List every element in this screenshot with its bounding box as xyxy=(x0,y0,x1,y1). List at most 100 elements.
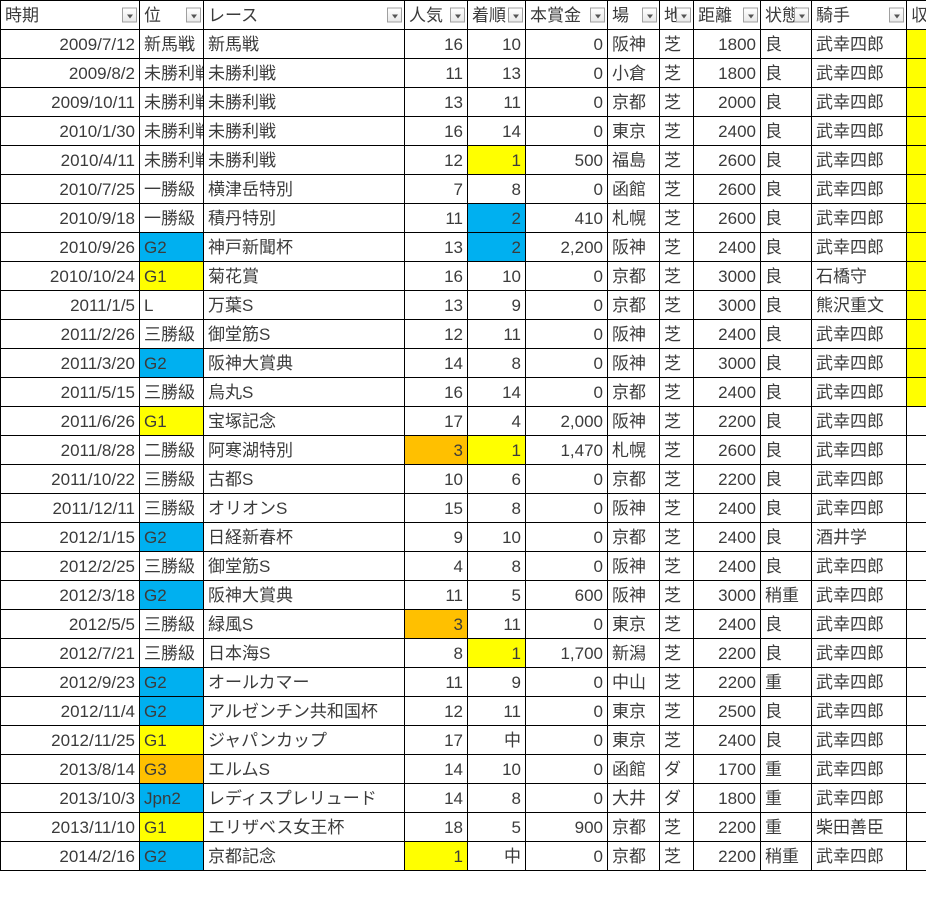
cell-race[interactable]: 宝塚記念 xyxy=(203,406,405,436)
cell-date[interactable]: 2012/9/23 xyxy=(0,667,140,697)
cell-venue[interactable]: 札幌 xyxy=(607,203,660,233)
cell-race[interactable]: アルゼンチン共和国杯 xyxy=(203,696,405,726)
cell-race[interactable]: 積丹特別 xyxy=(203,203,405,233)
cell-jockey[interactable]: 武幸四郎 xyxy=(811,29,907,59)
cell-surface[interactable]: 芝 xyxy=(659,58,694,88)
cell-date[interactable]: 2013/10/3 xyxy=(0,783,140,813)
column-header-jockey[interactable]: 騎手 xyxy=(811,0,907,30)
cell-jockey[interactable]: 武幸四郎 xyxy=(811,493,907,523)
cell-venue[interactable]: 京都 xyxy=(607,261,660,291)
cell-surface[interactable]: 芝 xyxy=(659,261,694,291)
cell-finish[interactable]: 4 xyxy=(467,406,526,436)
cell-distance[interactable]: 2600 xyxy=(693,174,761,204)
cell-distance[interactable]: 2400 xyxy=(693,551,761,581)
cell-distance[interactable]: 2600 xyxy=(693,203,761,233)
cell-jockey[interactable]: 武幸四郎 xyxy=(811,609,907,639)
cell-distance[interactable]: 2400 xyxy=(693,609,761,639)
cell-class[interactable]: G1 xyxy=(139,261,204,291)
cell-class[interactable]: 三勝級 xyxy=(139,493,204,523)
cell-surface[interactable]: 芝 xyxy=(659,464,694,494)
cell-earned[interactable]: 0 xyxy=(906,725,926,755)
cell-prize[interactable]: 0 xyxy=(525,841,608,871)
cell-distance[interactable]: 2200 xyxy=(693,667,761,697)
cell-earned[interactable]: 0 xyxy=(906,174,926,204)
cell-earned[interactable]: 0 xyxy=(906,754,926,784)
cell-finish[interactable]: 5 xyxy=(467,580,526,610)
cell-finish[interactable]: 1 xyxy=(467,638,526,668)
cell-date[interactable]: 2012/11/4 xyxy=(0,696,140,726)
filter-dropdown-icon[interactable] xyxy=(508,7,523,23)
cell-earned[interactable]: 600 xyxy=(906,435,926,465)
cell-finish[interactable]: 10 xyxy=(467,522,526,552)
cell-distance[interactable]: 2400 xyxy=(693,116,761,146)
cell-class[interactable]: 三勝級 xyxy=(139,377,204,407)
cell-date[interactable]: 2011/8/28 xyxy=(0,435,140,465)
cell-race[interactable]: 日経新春杯 xyxy=(203,522,405,552)
cell-cond[interactable]: 良 xyxy=(760,696,812,726)
cell-distance[interactable]: 3000 xyxy=(693,580,761,610)
cell-jockey[interactable]: 武幸四郎 xyxy=(811,638,907,668)
cell-jockey[interactable]: 武幸四郎 xyxy=(811,667,907,697)
cell-cond[interactable]: 良 xyxy=(760,319,812,349)
cell-date[interactable]: 2011/2/26 xyxy=(0,319,140,349)
cell-surface[interactable]: 芝 xyxy=(659,725,694,755)
column-header-pop[interactable]: 人気 xyxy=(404,0,468,30)
cell-race[interactable]: 京都記念 xyxy=(203,841,405,871)
cell-finish[interactable]: 10 xyxy=(467,29,526,59)
cell-distance[interactable]: 2600 xyxy=(693,145,761,175)
cell-date[interactable]: 2011/10/22 xyxy=(0,464,140,494)
cell-prize[interactable]: 0 xyxy=(525,754,608,784)
cell-surface[interactable]: 芝 xyxy=(659,348,694,378)
cell-finish[interactable]: 13 xyxy=(467,58,526,88)
cell-race[interactable]: 日本海S xyxy=(203,638,405,668)
cell-pop[interactable]: 11 xyxy=(404,580,468,610)
cell-distance[interactable]: 2400 xyxy=(693,493,761,523)
cell-earned[interactable]: 0 xyxy=(906,87,926,117)
column-header-class[interactable]: 位 xyxy=(139,0,204,30)
cell-date[interactable]: 2010/4/11 xyxy=(0,145,140,175)
cell-class[interactable]: G2 xyxy=(139,580,204,610)
cell-surface[interactable]: 芝 xyxy=(659,290,694,320)
cell-pop[interactable]: 16 xyxy=(404,377,468,407)
cell-race[interactable]: エルムS xyxy=(203,754,405,784)
cell-cond[interactable]: 重 xyxy=(760,667,812,697)
cell-pop[interactable]: 13 xyxy=(404,87,468,117)
cell-distance[interactable]: 2200 xyxy=(693,406,761,436)
cell-surface[interactable]: 芝 xyxy=(659,522,694,552)
cell-prize[interactable]: 0 xyxy=(525,377,608,407)
cell-jockey[interactable]: 武幸四郎 xyxy=(811,406,907,436)
cell-venue[interactable]: 新潟 xyxy=(607,638,660,668)
cell-cond[interactable]: 良 xyxy=(760,58,812,88)
cell-jockey[interactable]: 武幸四郎 xyxy=(811,348,907,378)
cell-date[interactable]: 2011/3/20 xyxy=(0,348,140,378)
cell-race[interactable]: 烏丸S xyxy=(203,377,405,407)
cell-prize[interactable]: 0 xyxy=(525,348,608,378)
cell-prize[interactable]: 0 xyxy=(525,493,608,523)
cell-surface[interactable]: 芝 xyxy=(659,406,694,436)
cell-class[interactable]: G1 xyxy=(139,812,204,842)
cell-venue[interactable]: 大井 xyxy=(607,783,660,813)
cell-surface[interactable]: 芝 xyxy=(659,667,694,697)
cell-earned[interactable]: 0 xyxy=(906,348,926,378)
filter-dropdown-icon[interactable] xyxy=(676,7,691,23)
cell-surface[interactable]: 芝 xyxy=(659,551,694,581)
cell-jockey[interactable]: 酒井学 xyxy=(811,522,907,552)
cell-venue[interactable]: 阪神 xyxy=(607,493,660,523)
cell-earned[interactable]: 400 xyxy=(906,145,926,175)
cell-cond[interactable]: 良 xyxy=(760,377,812,407)
cell-earned[interactable]: 0 xyxy=(906,580,926,610)
column-header-distance[interactable]: 距離 xyxy=(693,0,761,30)
cell-jockey[interactable]: 武幸四郎 xyxy=(811,203,907,233)
cell-jockey[interactable]: 武幸四郎 xyxy=(811,783,907,813)
cell-race[interactable]: 万葉S xyxy=(203,290,405,320)
cell-venue[interactable]: 東京 xyxy=(607,696,660,726)
cell-venue[interactable]: 東京 xyxy=(607,609,660,639)
cell-race[interactable]: 未勝利戦 xyxy=(203,145,405,175)
table-row[interactable]: 2013/8/14G3エルムS14100函館ダ1700重武幸四郎0 xyxy=(0,754,926,784)
cell-finish[interactable]: 8 xyxy=(467,551,526,581)
cell-finish[interactable]: 9 xyxy=(467,290,526,320)
cell-jockey[interactable]: 武幸四郎 xyxy=(811,754,907,784)
filter-dropdown-icon[interactable] xyxy=(122,7,137,23)
